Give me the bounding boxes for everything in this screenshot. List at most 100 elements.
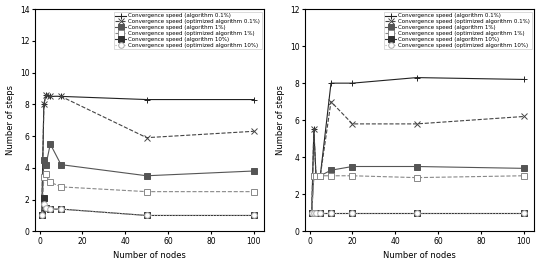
Convergence speed (algorithm 10%) [43, 206, 49, 209]
Convergence speed (algorithm 1%) [47, 142, 53, 146]
Convergence speed (algorithm 0.1%) [313, 174, 319, 177]
Convergence speed (optimized algorithm 0.1%) [58, 95, 64, 98]
Convergence speed (optimized algorithm 0.1%) [308, 211, 315, 214]
Convergence speed (optimized algorithm 10%) [414, 211, 420, 214]
Convergence speed (optimized algorithm 10%) [328, 211, 334, 214]
Convergence speed (optimized algorithm 0.1%) [144, 136, 150, 139]
Convergence speed (algorithm 10%) [328, 211, 334, 214]
Legend: Convergence speed (algorithm 0.1%), Convergence speed (optimized algorithm 0.1%): Convergence speed (algorithm 0.1%), Conv… [384, 12, 532, 49]
Convergence speed (algorithm 0.1%) [328, 82, 334, 85]
Convergence speed (algorithm 10%) [47, 207, 53, 211]
Y-axis label: Number of steps: Number of steps [275, 85, 285, 155]
Convergence speed (optimized algorithm 0.1%) [251, 130, 257, 133]
Convergence speed (optimized algorithm 0.1%) [328, 100, 334, 103]
Convergence speed (optimized algorithm 1%) [317, 174, 323, 177]
Line: Convergence speed (optimized algorithm 10%): Convergence speed (optimized algorithm 1… [39, 202, 256, 218]
Convergence speed (algorithm 0.1%) [308, 211, 315, 214]
Convergence speed (algorithm 1%) [43, 163, 49, 166]
Convergence speed (algorithm 0.1%) [144, 98, 150, 101]
Convergence speed (optimized algorithm 10%) [308, 211, 315, 214]
X-axis label: Number of nodes: Number of nodes [383, 251, 456, 260]
Convergence speed (algorithm 1%) [40, 158, 47, 161]
Convergence speed (optimized algorithm 0.1%) [40, 103, 47, 106]
Convergence speed (optimized algorithm 1%) [251, 190, 257, 193]
Convergence speed (optimized algorithm 10%) [313, 211, 319, 214]
Convergence speed (algorithm 10%) [414, 211, 420, 214]
Convergence speed (algorithm 0.1%) [43, 93, 49, 96]
Convergence speed (algorithm 10%) [349, 211, 356, 214]
Line: Convergence speed (optimized algorithm 0.1%): Convergence speed (optimized algorithm 0… [308, 98, 527, 216]
Convergence speed (algorithm 10%) [58, 207, 64, 211]
Convergence speed (algorithm 10%) [308, 211, 315, 214]
X-axis label: Number of nodes: Number of nodes [113, 251, 186, 260]
Convergence speed (optimized algorithm 1%) [521, 174, 527, 177]
Convergence speed (optimized algorithm 1%) [414, 176, 420, 179]
Convergence speed (algorithm 1%) [521, 167, 527, 170]
Convergence speed (optimized algorithm 0.1%) [313, 174, 319, 177]
Convergence speed (algorithm 1%) [38, 214, 45, 217]
Convergence speed (algorithm 0.1%) [414, 76, 420, 79]
Convergence speed (optimized algorithm 1%) [308, 211, 315, 214]
Convergence speed (algorithm 0.1%) [310, 128, 317, 131]
Line: Convergence speed (optimized algorithm 1%): Convergence speed (optimized algorithm 1… [309, 173, 526, 215]
Convergence speed (algorithm 1%) [308, 211, 315, 214]
Line: Convergence speed (optimized algorithm 0.1%): Convergence speed (optimized algorithm 0… [38, 91, 257, 219]
Convergence speed (algorithm 10%) [38, 214, 45, 217]
Convergence speed (optimized algorithm 0.1%) [43, 93, 49, 96]
Convergence speed (algorithm 0.1%) [47, 95, 53, 98]
Legend: Convergence speed (algorithm 0.1%), Convergence speed (optimized algorithm 0.1%): Convergence speed (algorithm 0.1%), Conv… [114, 12, 262, 49]
Convergence speed (optimized algorithm 10%) [310, 211, 317, 214]
Line: Convergence speed (algorithm 10%): Convergence speed (algorithm 10%) [39, 195, 256, 218]
Convergence speed (optimized algorithm 10%) [521, 211, 527, 214]
Convergence speed (optimized algorithm 10%) [317, 211, 323, 214]
Convergence speed (optimized algorithm 1%) [310, 174, 317, 177]
Convergence speed (algorithm 0.1%) [38, 214, 45, 217]
Convergence speed (optimized algorithm 0.1%) [317, 174, 323, 177]
Line: Convergence speed (algorithm 1%): Convergence speed (algorithm 1%) [309, 164, 526, 215]
Convergence speed (algorithm 10%) [144, 214, 150, 217]
Convergence speed (algorithm 0.1%) [251, 98, 257, 101]
Convergence speed (algorithm 0.1%) [521, 78, 527, 81]
Convergence speed (algorithm 10%) [313, 211, 319, 214]
Convergence speed (optimized algorithm 10%) [38, 214, 45, 217]
Convergence speed (optimized algorithm 10%) [144, 214, 150, 217]
Convergence speed (optimized algorithm 0.1%) [47, 95, 53, 98]
Convergence speed (optimized algorithm 10%) [58, 207, 64, 211]
Convergence speed (algorithm 1%) [313, 174, 319, 177]
Convergence speed (optimized algorithm 10%) [47, 207, 53, 211]
Convergence speed (optimized algorithm 0.1%) [414, 122, 420, 126]
Convergence speed (algorithm 0.1%) [349, 82, 356, 85]
Convergence speed (optimized algorithm 10%) [349, 211, 356, 214]
Convergence speed (algorithm 1%) [414, 165, 420, 168]
Convergence speed (algorithm 1%) [58, 163, 64, 166]
Convergence speed (optimized algorithm 0.1%) [521, 115, 527, 118]
Convergence speed (algorithm 1%) [317, 174, 323, 177]
Convergence speed (optimized algorithm 1%) [144, 190, 150, 193]
Convergence speed (algorithm 10%) [251, 214, 257, 217]
Convergence speed (algorithm 1%) [310, 174, 317, 177]
Line: Convergence speed (algorithm 0.1%): Convergence speed (algorithm 0.1%) [38, 91, 257, 219]
Convergence speed (optimized algorithm 0.1%) [349, 122, 356, 126]
Line: Convergence speed (algorithm 1%): Convergence speed (algorithm 1%) [39, 141, 256, 218]
Line: Convergence speed (algorithm 10%): Convergence speed (algorithm 10%) [309, 210, 526, 215]
Convergence speed (optimized algorithm 1%) [328, 174, 334, 177]
Convergence speed (optimized algorithm 0.1%) [38, 214, 45, 217]
Convergence speed (algorithm 10%) [40, 196, 47, 200]
Convergence speed (algorithm 1%) [251, 169, 257, 173]
Line: Convergence speed (optimized algorithm 1%): Convergence speed (optimized algorithm 1… [39, 171, 256, 218]
Convergence speed (algorithm 0.1%) [40, 103, 47, 106]
Convergence speed (optimized algorithm 10%) [43, 206, 49, 209]
Convergence speed (optimized algorithm 1%) [47, 181, 53, 184]
Y-axis label: Number of steps: Number of steps [5, 85, 15, 155]
Convergence speed (algorithm 10%) [521, 211, 527, 214]
Convergence speed (algorithm 1%) [144, 174, 150, 177]
Convergence speed (optimized algorithm 10%) [251, 214, 257, 217]
Convergence speed (algorithm 10%) [310, 211, 317, 214]
Line: Convergence speed (algorithm 0.1%): Convergence speed (algorithm 0.1%) [308, 74, 527, 216]
Convergence speed (optimized algorithm 1%) [313, 174, 319, 177]
Convergence speed (algorithm 0.1%) [58, 95, 64, 98]
Convergence speed (optimized algorithm 1%) [58, 185, 64, 189]
Line: Convergence speed (optimized algorithm 10%): Convergence speed (optimized algorithm 1… [309, 210, 526, 215]
Convergence speed (optimized algorithm 1%) [349, 174, 356, 177]
Convergence speed (algorithm 1%) [328, 169, 334, 172]
